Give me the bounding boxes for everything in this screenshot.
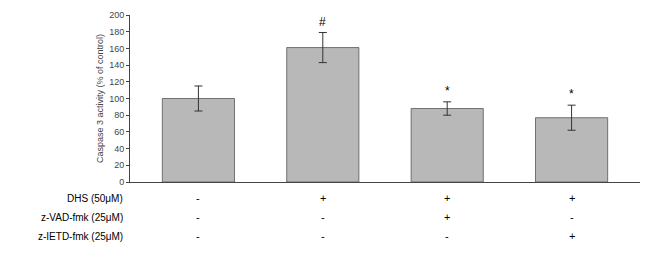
svg-text:+: + <box>569 192 575 204</box>
svg-text:z-VAD-fmk (25μM): z-VAD-fmk (25μM) <box>41 212 123 223</box>
svg-text:z-IETD-fmk (25μM): z-IETD-fmk (25μM) <box>38 231 123 242</box>
svg-text:180: 180 <box>109 27 124 37</box>
svg-text:140: 140 <box>109 60 124 70</box>
svg-text:160: 160 <box>109 44 124 54</box>
svg-text:-: - <box>321 211 325 223</box>
svg-text:40: 40 <box>114 144 124 154</box>
svg-text:60: 60 <box>114 127 124 137</box>
svg-text:80: 80 <box>114 110 124 120</box>
svg-text:DHS (50μM): DHS (50μM) <box>67 193 123 204</box>
svg-text:Caspase 3 activity (% of contr: Caspase 3 activity (% of control) <box>95 34 105 163</box>
svg-text:-: - <box>196 211 200 223</box>
svg-text:+: + <box>320 192 326 204</box>
svg-text:-: - <box>196 192 200 204</box>
svg-text:+: + <box>569 230 575 242</box>
svg-text:20: 20 <box>114 160 124 170</box>
svg-text:-: - <box>570 211 574 223</box>
svg-text:-: - <box>321 230 325 242</box>
svg-text:-: - <box>196 230 200 242</box>
svg-text:-: - <box>445 230 449 242</box>
svg-text:*: * <box>445 84 450 98</box>
svg-text:+: + <box>444 211 450 223</box>
svg-text:+: + <box>444 192 450 204</box>
svg-text:*: * <box>569 87 574 101</box>
svg-text:200: 200 <box>109 10 124 20</box>
svg-text:100: 100 <box>109 94 124 104</box>
svg-text:120: 120 <box>109 77 124 87</box>
svg-text:0: 0 <box>119 177 124 187</box>
svg-text:#: # <box>319 15 326 29</box>
